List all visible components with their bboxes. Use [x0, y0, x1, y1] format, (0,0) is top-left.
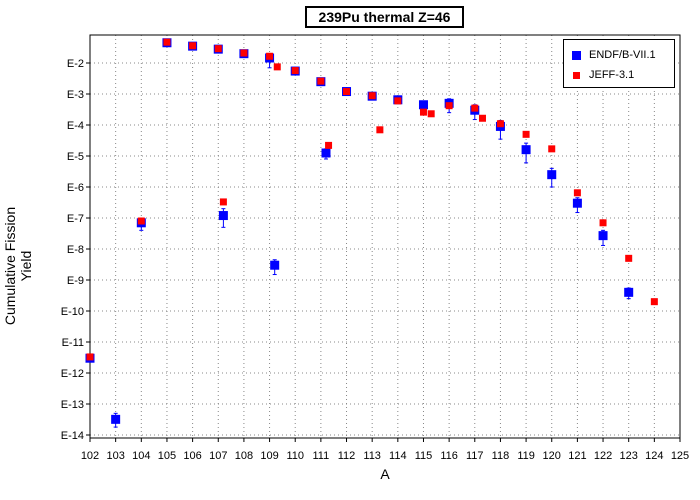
y-tick-label: E-13	[61, 399, 84, 411]
jeff-point	[325, 141, 333, 149]
endf-point	[547, 170, 557, 180]
plot-area	[89, 34, 681, 439]
jeff-point	[478, 114, 486, 122]
y-tick-label: E-4	[67, 120, 84, 132]
endf-point	[521, 145, 531, 155]
y-tick-label: E-2	[67, 58, 84, 70]
jeff-point	[273, 63, 281, 71]
jeff-point	[522, 130, 530, 138]
jeff-point	[317, 77, 325, 85]
y-tick-label: E-6	[67, 182, 84, 194]
endf-point	[270, 260, 280, 270]
y-tick-label: E-9	[67, 275, 84, 287]
legend-label-jeff: JEFF-3.1	[589, 69, 635, 81]
x-tick-label: 103	[106, 450, 124, 462]
legend-item-jeff: JEFF-3.1	[572, 68, 634, 82]
endf-point	[572, 198, 582, 208]
x-tick-label: 121	[568, 450, 586, 462]
jeff-point	[427, 110, 435, 118]
jeff-point	[291, 67, 299, 75]
x-tick-label: 105	[158, 450, 176, 462]
jeff-point	[573, 189, 581, 197]
legend: ENDF/B-VII.1 JEFF-3.1	[563, 39, 675, 88]
x-tick-label: 106	[183, 450, 201, 462]
jeff-point	[189, 42, 197, 50]
jeff-point	[496, 120, 504, 128]
x-tick-label: 102	[81, 450, 99, 462]
jeff-point	[445, 102, 453, 110]
error-bars	[88, 40, 631, 428]
jeff-point	[368, 92, 376, 100]
x-tick-label: 123	[620, 450, 638, 462]
endf-point	[624, 287, 634, 297]
y-axis: E-2 E-3 E-4 E-5 E-6 E-7 E-8 E-9 E-10 E-11 E-12 E-13…	[61, 58, 90, 442]
x-axis: 102 103 104 105 106 107 108 109 110 111 112 113 114 1…	[81, 438, 689, 462]
y-tick-label: E-12	[61, 368, 84, 380]
x-axis-label: A	[380, 466, 390, 482]
jeff-point	[394, 97, 402, 105]
y-axis-label: Cumulative Fission Yield	[2, 206, 34, 326]
x-tick-label: 119	[517, 450, 535, 462]
y-tick-label: E-14	[61, 430, 84, 442]
jeff-point	[376, 126, 384, 134]
x-tick-label: 122	[594, 450, 612, 462]
legend-label-endf: ENDF/B-VII.1	[589, 49, 656, 61]
x-tick-label: 107	[209, 450, 227, 462]
y-tick-label: E-8	[67, 244, 84, 256]
x-tick-label: 120	[543, 450, 561, 462]
x-tick-label: 108	[235, 450, 253, 462]
jeff-point	[214, 45, 222, 53]
jeff-point	[548, 145, 556, 153]
legend-swatch-endf	[572, 50, 581, 60]
x-tick-label: 110	[286, 450, 304, 462]
x-tick-label: 116	[440, 450, 458, 462]
jeff-point	[343, 88, 351, 96]
x-tick-label: 114	[389, 450, 407, 462]
jeff-point	[219, 198, 227, 206]
y-tick-label: E-7	[67, 213, 84, 225]
legend-swatch-jeff	[573, 71, 580, 79]
jeff-point	[240, 49, 248, 57]
endf-point	[418, 100, 428, 110]
x-tick-label: 112	[338, 450, 356, 462]
y-tick-label: E-10	[61, 306, 84, 318]
y-tick-label: E-3	[67, 89, 84, 101]
endf-point	[598, 231, 608, 241]
x-tick-label: 115	[415, 450, 433, 462]
x-tick-label: 109	[260, 450, 278, 462]
x-tick-label: 118	[492, 450, 510, 462]
x-tick-label: 125	[671, 450, 689, 462]
jeff-point	[599, 219, 607, 227]
x-tick-label: 124	[645, 450, 663, 462]
data-points	[85, 38, 658, 424]
jeff-point	[266, 52, 274, 60]
x-tick-label: 111	[313, 450, 330, 462]
jeff-point	[163, 38, 171, 46]
x-tick-label: 113	[363, 450, 381, 462]
jeff-point	[86, 353, 94, 361]
jeff-point	[625, 254, 633, 262]
jeff-point	[650, 298, 658, 306]
legend-item-endf: ENDF/B-VII.1	[572, 48, 656, 62]
x-tick-label: 104	[132, 450, 150, 462]
grid	[90, 35, 680, 438]
chart-title: 239Pu thermal Z=46	[305, 6, 464, 28]
y-tick-label: E-11	[62, 337, 84, 349]
x-tick-label: 117	[466, 450, 484, 462]
endf-point	[321, 148, 331, 158]
jeff-point	[137, 217, 145, 225]
endf-point	[218, 211, 228, 221]
y-tick-label: E-5	[67, 151, 84, 163]
endf-point	[111, 414, 121, 424]
jeff-point	[471, 104, 479, 112]
jeff-point	[419, 108, 427, 116]
